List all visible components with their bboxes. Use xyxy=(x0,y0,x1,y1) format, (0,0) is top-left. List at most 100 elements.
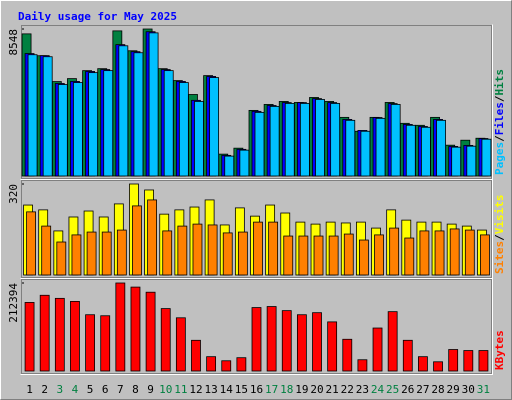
bar xyxy=(284,103,295,177)
legend-entry: KBytes xyxy=(493,330,506,370)
x-tick-label: 31 xyxy=(477,383,490,396)
bar xyxy=(191,339,201,372)
bar xyxy=(315,99,325,177)
x-tick-label: 16 xyxy=(250,383,263,396)
x-tick-label: 21 xyxy=(326,383,339,396)
bar xyxy=(478,350,489,372)
bar xyxy=(26,211,36,276)
bar xyxy=(360,130,371,177)
x-tick-label: 30 xyxy=(462,383,475,396)
bar xyxy=(160,308,171,372)
x-tick-label: 5 xyxy=(87,383,94,396)
bar xyxy=(268,221,279,276)
bar xyxy=(313,235,324,276)
bar xyxy=(405,124,416,177)
bar xyxy=(209,77,220,177)
bar xyxy=(253,221,263,276)
x-tick-label: 27 xyxy=(416,383,429,396)
x-tick-label: 4 xyxy=(72,383,79,396)
x-tick-label: 9 xyxy=(147,383,154,396)
legend-entry: Sites xyxy=(493,241,506,274)
bar xyxy=(132,205,142,276)
bar xyxy=(299,103,310,177)
bar xyxy=(192,223,203,276)
bar xyxy=(463,350,474,372)
x-tick-label: 8 xyxy=(132,383,139,396)
x-tick-label: 15 xyxy=(235,383,248,396)
y-tick-label: 320 xyxy=(7,184,20,204)
x-tick-label: 23 xyxy=(356,383,369,396)
bar xyxy=(375,117,386,177)
bar xyxy=(419,230,430,276)
bar xyxy=(466,145,477,177)
x-tick-label: 26 xyxy=(401,383,414,396)
legend: Sites/Visits xyxy=(493,195,506,275)
bar xyxy=(147,199,157,276)
bar xyxy=(103,70,114,177)
bar xyxy=(451,146,462,177)
bar xyxy=(281,310,292,372)
legend: KBytes xyxy=(493,330,506,370)
legend-separator: / xyxy=(493,135,506,142)
bar xyxy=(328,235,339,276)
x-tick-label: 18 xyxy=(280,383,293,396)
bar xyxy=(283,235,294,276)
x-tick-label: 2 xyxy=(41,383,48,396)
panel-frame-light xyxy=(20,278,493,375)
bar xyxy=(480,234,490,276)
x-tick-label: 12 xyxy=(189,383,202,396)
panel-frame xyxy=(21,279,492,374)
bar xyxy=(118,45,129,177)
bar xyxy=(449,228,460,276)
bar xyxy=(100,315,111,372)
x-tick-label: 1 xyxy=(26,383,33,396)
bar xyxy=(298,235,309,276)
bar xyxy=(222,232,233,276)
bar xyxy=(402,339,413,372)
bar xyxy=(175,317,186,372)
legend: Pages/Files/Hits xyxy=(493,69,506,175)
legend-separator: / xyxy=(493,95,506,102)
bar xyxy=(387,311,398,372)
bar xyxy=(343,233,354,276)
legend-entry: Pages xyxy=(493,142,506,175)
bar xyxy=(374,234,384,276)
bar xyxy=(357,359,368,372)
x-tick-label: 13 xyxy=(204,383,217,396)
bar xyxy=(448,349,459,372)
legend-separator: / xyxy=(493,234,506,241)
bar xyxy=(345,119,356,177)
bar xyxy=(269,106,280,177)
x-tick-label: 6 xyxy=(102,383,109,396)
bar xyxy=(404,237,415,276)
bar xyxy=(24,302,35,372)
y-tick-label: 212394 xyxy=(7,283,20,323)
x-tick-label: 19 xyxy=(295,383,308,396)
bar xyxy=(254,111,265,177)
bar xyxy=(73,82,83,177)
bar xyxy=(177,225,188,276)
bar xyxy=(194,101,204,177)
bar xyxy=(148,32,159,177)
bar xyxy=(145,291,156,372)
panel-frame xyxy=(21,25,492,179)
legend-entry: Files xyxy=(493,102,506,135)
x-tick-label: 29 xyxy=(447,383,460,396)
bar xyxy=(251,307,262,372)
bar xyxy=(296,314,307,372)
bar xyxy=(239,149,250,177)
bar xyxy=(130,286,141,372)
bar xyxy=(464,229,475,276)
bar xyxy=(101,231,112,276)
bar xyxy=(342,338,353,372)
bar xyxy=(224,155,235,177)
x-tick-label: 20 xyxy=(310,383,323,396)
bar xyxy=(434,230,445,276)
bar xyxy=(390,104,401,177)
x-tick-label: 11 xyxy=(174,383,187,396)
bar xyxy=(327,321,338,372)
x-tick-label: 17 xyxy=(265,383,278,396)
